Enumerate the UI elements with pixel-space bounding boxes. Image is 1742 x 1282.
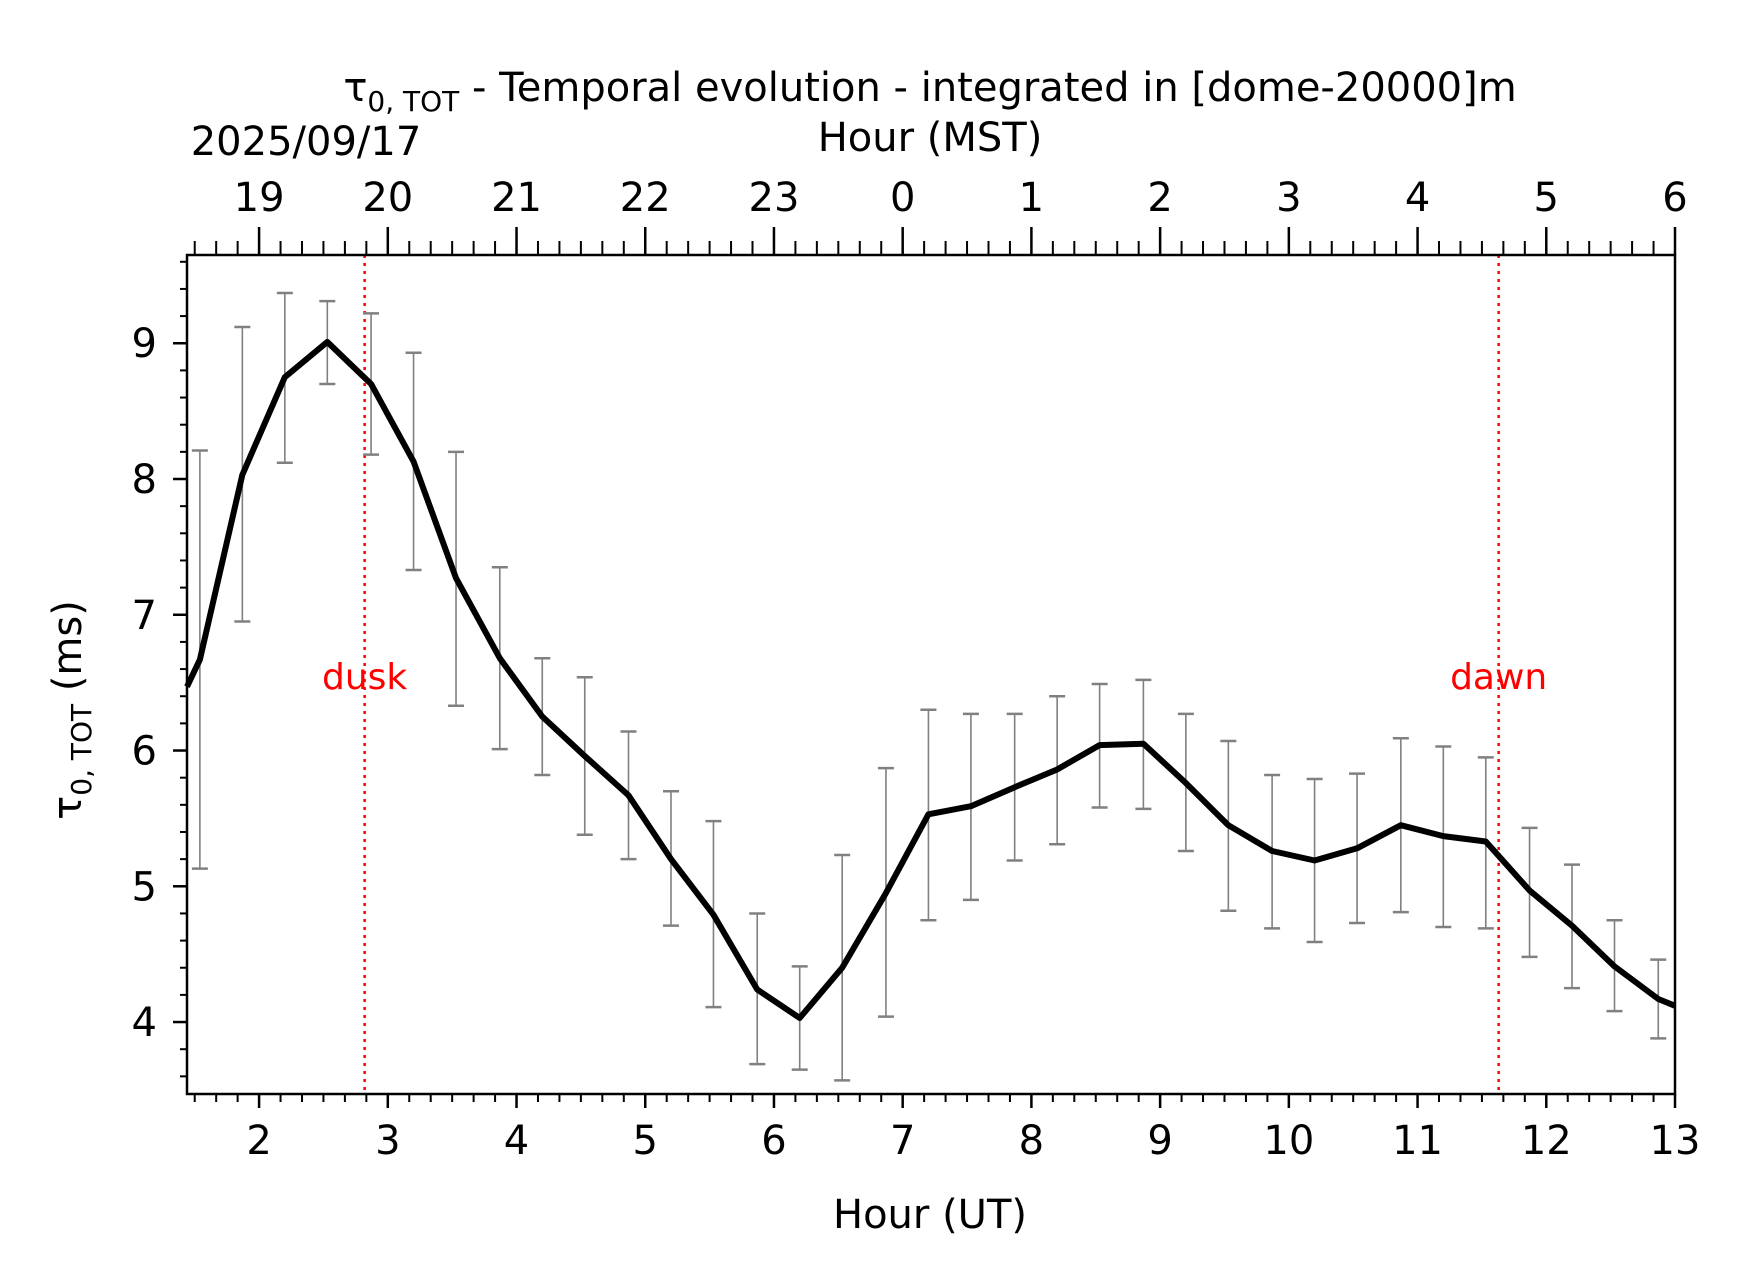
dawn-label: dawn: [1450, 657, 1547, 698]
top-tick-label: 3: [1276, 175, 1301, 221]
series-line-path: [184, 338, 1677, 1021]
top-tick-label: 19: [234, 175, 285, 221]
y-tick-label: 4: [132, 1000, 157, 1046]
ylabel-unit: (ms): [45, 600, 91, 704]
top-tick-label: 23: [749, 175, 800, 221]
x-tick-label: 8: [1019, 1118, 1044, 1164]
x-tick-label: 6: [761, 1118, 786, 1164]
top-tick-label: 4: [1405, 175, 1430, 221]
top-axis-label: Hour (MST): [818, 115, 1043, 161]
chart-title-text: τ0, TOT - Temporal evolution - integrate…: [343, 65, 1516, 118]
ylabel-subscript: 0, TOT: [65, 703, 98, 796]
x-tick-label: 10: [1263, 1118, 1314, 1164]
top-tick-label: 2: [1147, 175, 1172, 221]
y-tick-label: 6: [132, 729, 157, 775]
x-tick-label: 3: [375, 1118, 400, 1164]
error-bars: [191, 291, 1667, 1082]
x-tick-label: 11: [1392, 1118, 1443, 1164]
title-subscript: 0, TOT: [367, 85, 460, 118]
x-tick-label: 7: [890, 1118, 915, 1164]
date-label: 2025/09/17: [191, 119, 422, 165]
y-tick-label: 9: [132, 321, 157, 367]
x-tick-label: 12: [1521, 1118, 1572, 1164]
x-tick-label: 4: [504, 1118, 529, 1164]
plot-frame: [185, 253, 1677, 1096]
dusk-label: dusk: [322, 657, 407, 698]
top-tick-label: 0: [890, 175, 915, 221]
top-tick-label: 21: [491, 175, 542, 221]
top-tick-label: 22: [620, 175, 671, 221]
y-tick-label: 7: [132, 593, 157, 639]
ylabel-symbol: τ: [45, 796, 91, 820]
chart-title: τ0, TOT - Temporal evolution - integrate…: [343, 65, 1516, 118]
x-tick-label: 9: [1147, 1118, 1172, 1164]
x-axis-label: Hour (UT): [833, 1192, 1027, 1238]
y-axis-label: τ0, TOT (ms): [45, 600, 98, 820]
top-tick-label: 6: [1662, 175, 1687, 221]
top-tick-label: 20: [362, 175, 413, 221]
top-tick-label: 5: [1534, 175, 1559, 221]
dusk-dawn-markers: dusk dawn: [322, 255, 1547, 1094]
top-tick-label: 1: [1019, 175, 1044, 221]
x-tick-label: 13: [1650, 1118, 1701, 1164]
y-tick-label: 8: [132, 457, 157, 503]
title-symbol: τ: [343, 65, 367, 111]
y-tick-label: 5: [132, 864, 157, 910]
x-tick-label: 2: [246, 1118, 271, 1164]
title-rest: - Temporal evolution - integrated in [do…: [459, 65, 1516, 111]
series-line: [184, 338, 1677, 1021]
x-tick-label: 5: [633, 1118, 658, 1164]
